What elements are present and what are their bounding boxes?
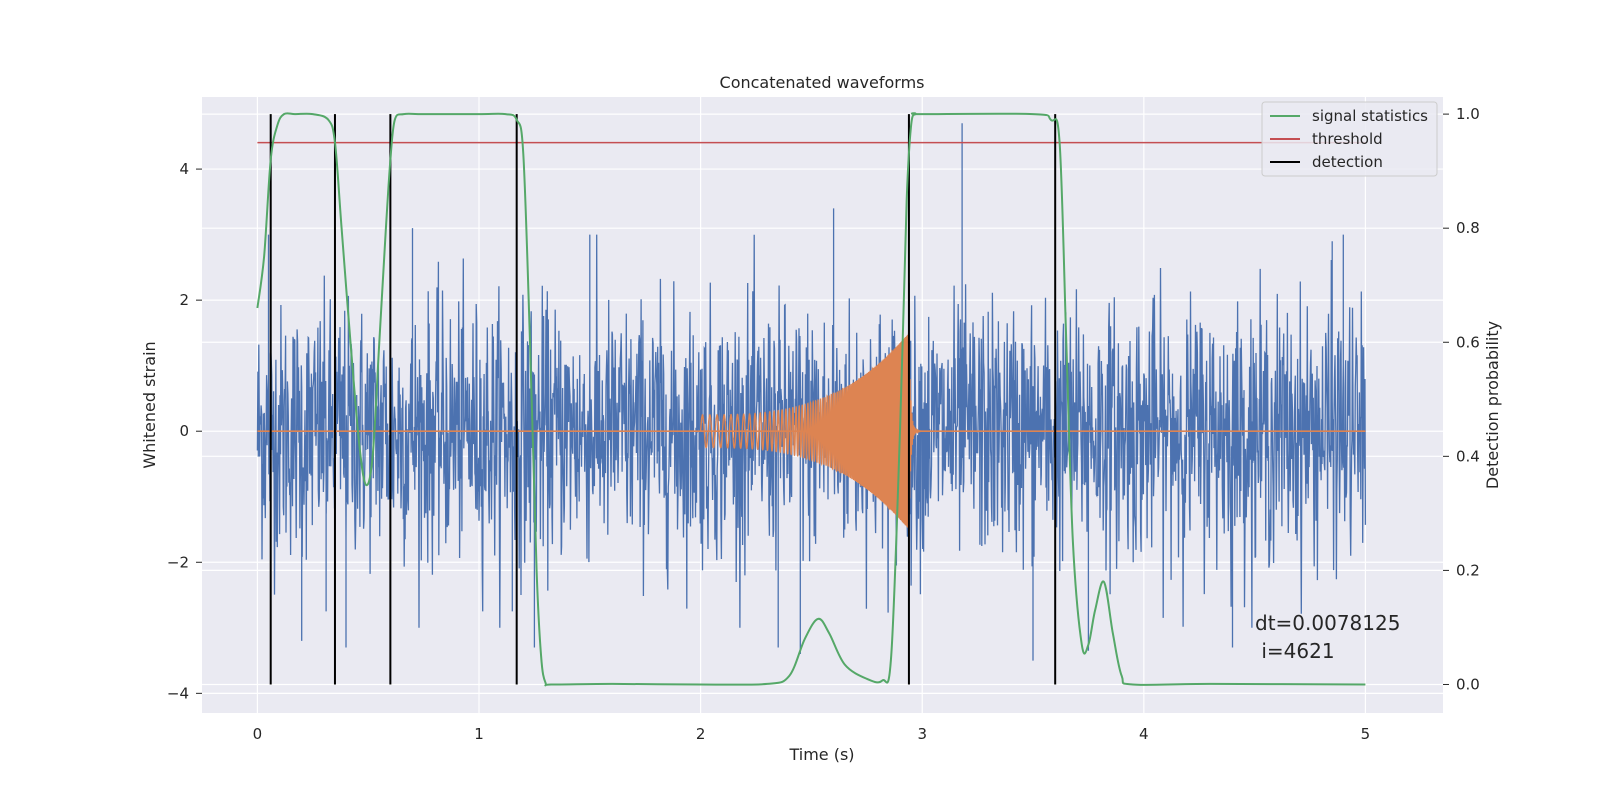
x-tick-label-3: 3	[917, 725, 927, 743]
x-tick-label-4: 4	[1139, 725, 1149, 743]
y-axis-label: Whitened strain	[140, 341, 159, 468]
strain-series	[256, 123, 1367, 661]
injection-chirp	[699, 333, 923, 530]
x-tick-label-5: 5	[1361, 725, 1371, 743]
annotation-dt: dt=0.0078125	[1255, 611, 1400, 635]
y2-tick-label-0: 0.0	[1456, 675, 1480, 693]
legend-label-detection: detection	[1312, 153, 1383, 171]
x-tick-label-1: 1	[474, 725, 484, 743]
detection-series	[269, 114, 1057, 685]
annotation-index: i=4621	[1255, 639, 1335, 663]
axis-ticks: 0 1 2 3 4 5 −4 −2 0 2 4 0.0 0.2 0.4 0.6 0.8 1.0	[167, 105, 1480, 743]
y-tick-label-1: −2	[167, 553, 189, 571]
y2-tick-label-2: 0.4	[1456, 447, 1480, 465]
x-tick-label-0: 0	[253, 725, 263, 743]
legend: signal statistics threshold detection	[1261, 101, 1438, 177]
chart-title: Concatenated waveforms	[720, 73, 925, 92]
y2-tick-label-4: 0.8	[1456, 219, 1480, 237]
strain-line	[256, 123, 1367, 661]
y-tick-label-0: −4	[167, 684, 189, 702]
y2-axis-label: Detection probability	[1483, 321, 1502, 489]
x-axis-label: Time (s)	[788, 745, 854, 764]
legend-label-threshold: threshold	[1312, 130, 1383, 148]
y2-tick-label-5: 1.0	[1456, 105, 1480, 123]
y-tick-label-2: 0	[179, 422, 189, 440]
y-tick-label-4: 4	[179, 160, 189, 178]
signal-statistics-line	[256, 112, 1366, 687]
signal-statistics-series	[256, 112, 1366, 687]
x-tick-label-2: 2	[696, 725, 706, 743]
y2-tick-label-3: 0.6	[1456, 333, 1480, 351]
legend-box	[1261, 101, 1438, 177]
injection-series	[257, 333, 1366, 530]
y-tick-label-3: 2	[179, 291, 189, 309]
y2-tick-label-1: 0.2	[1456, 561, 1480, 579]
legend-label-signal-statistics: signal statistics	[1312, 107, 1428, 125]
